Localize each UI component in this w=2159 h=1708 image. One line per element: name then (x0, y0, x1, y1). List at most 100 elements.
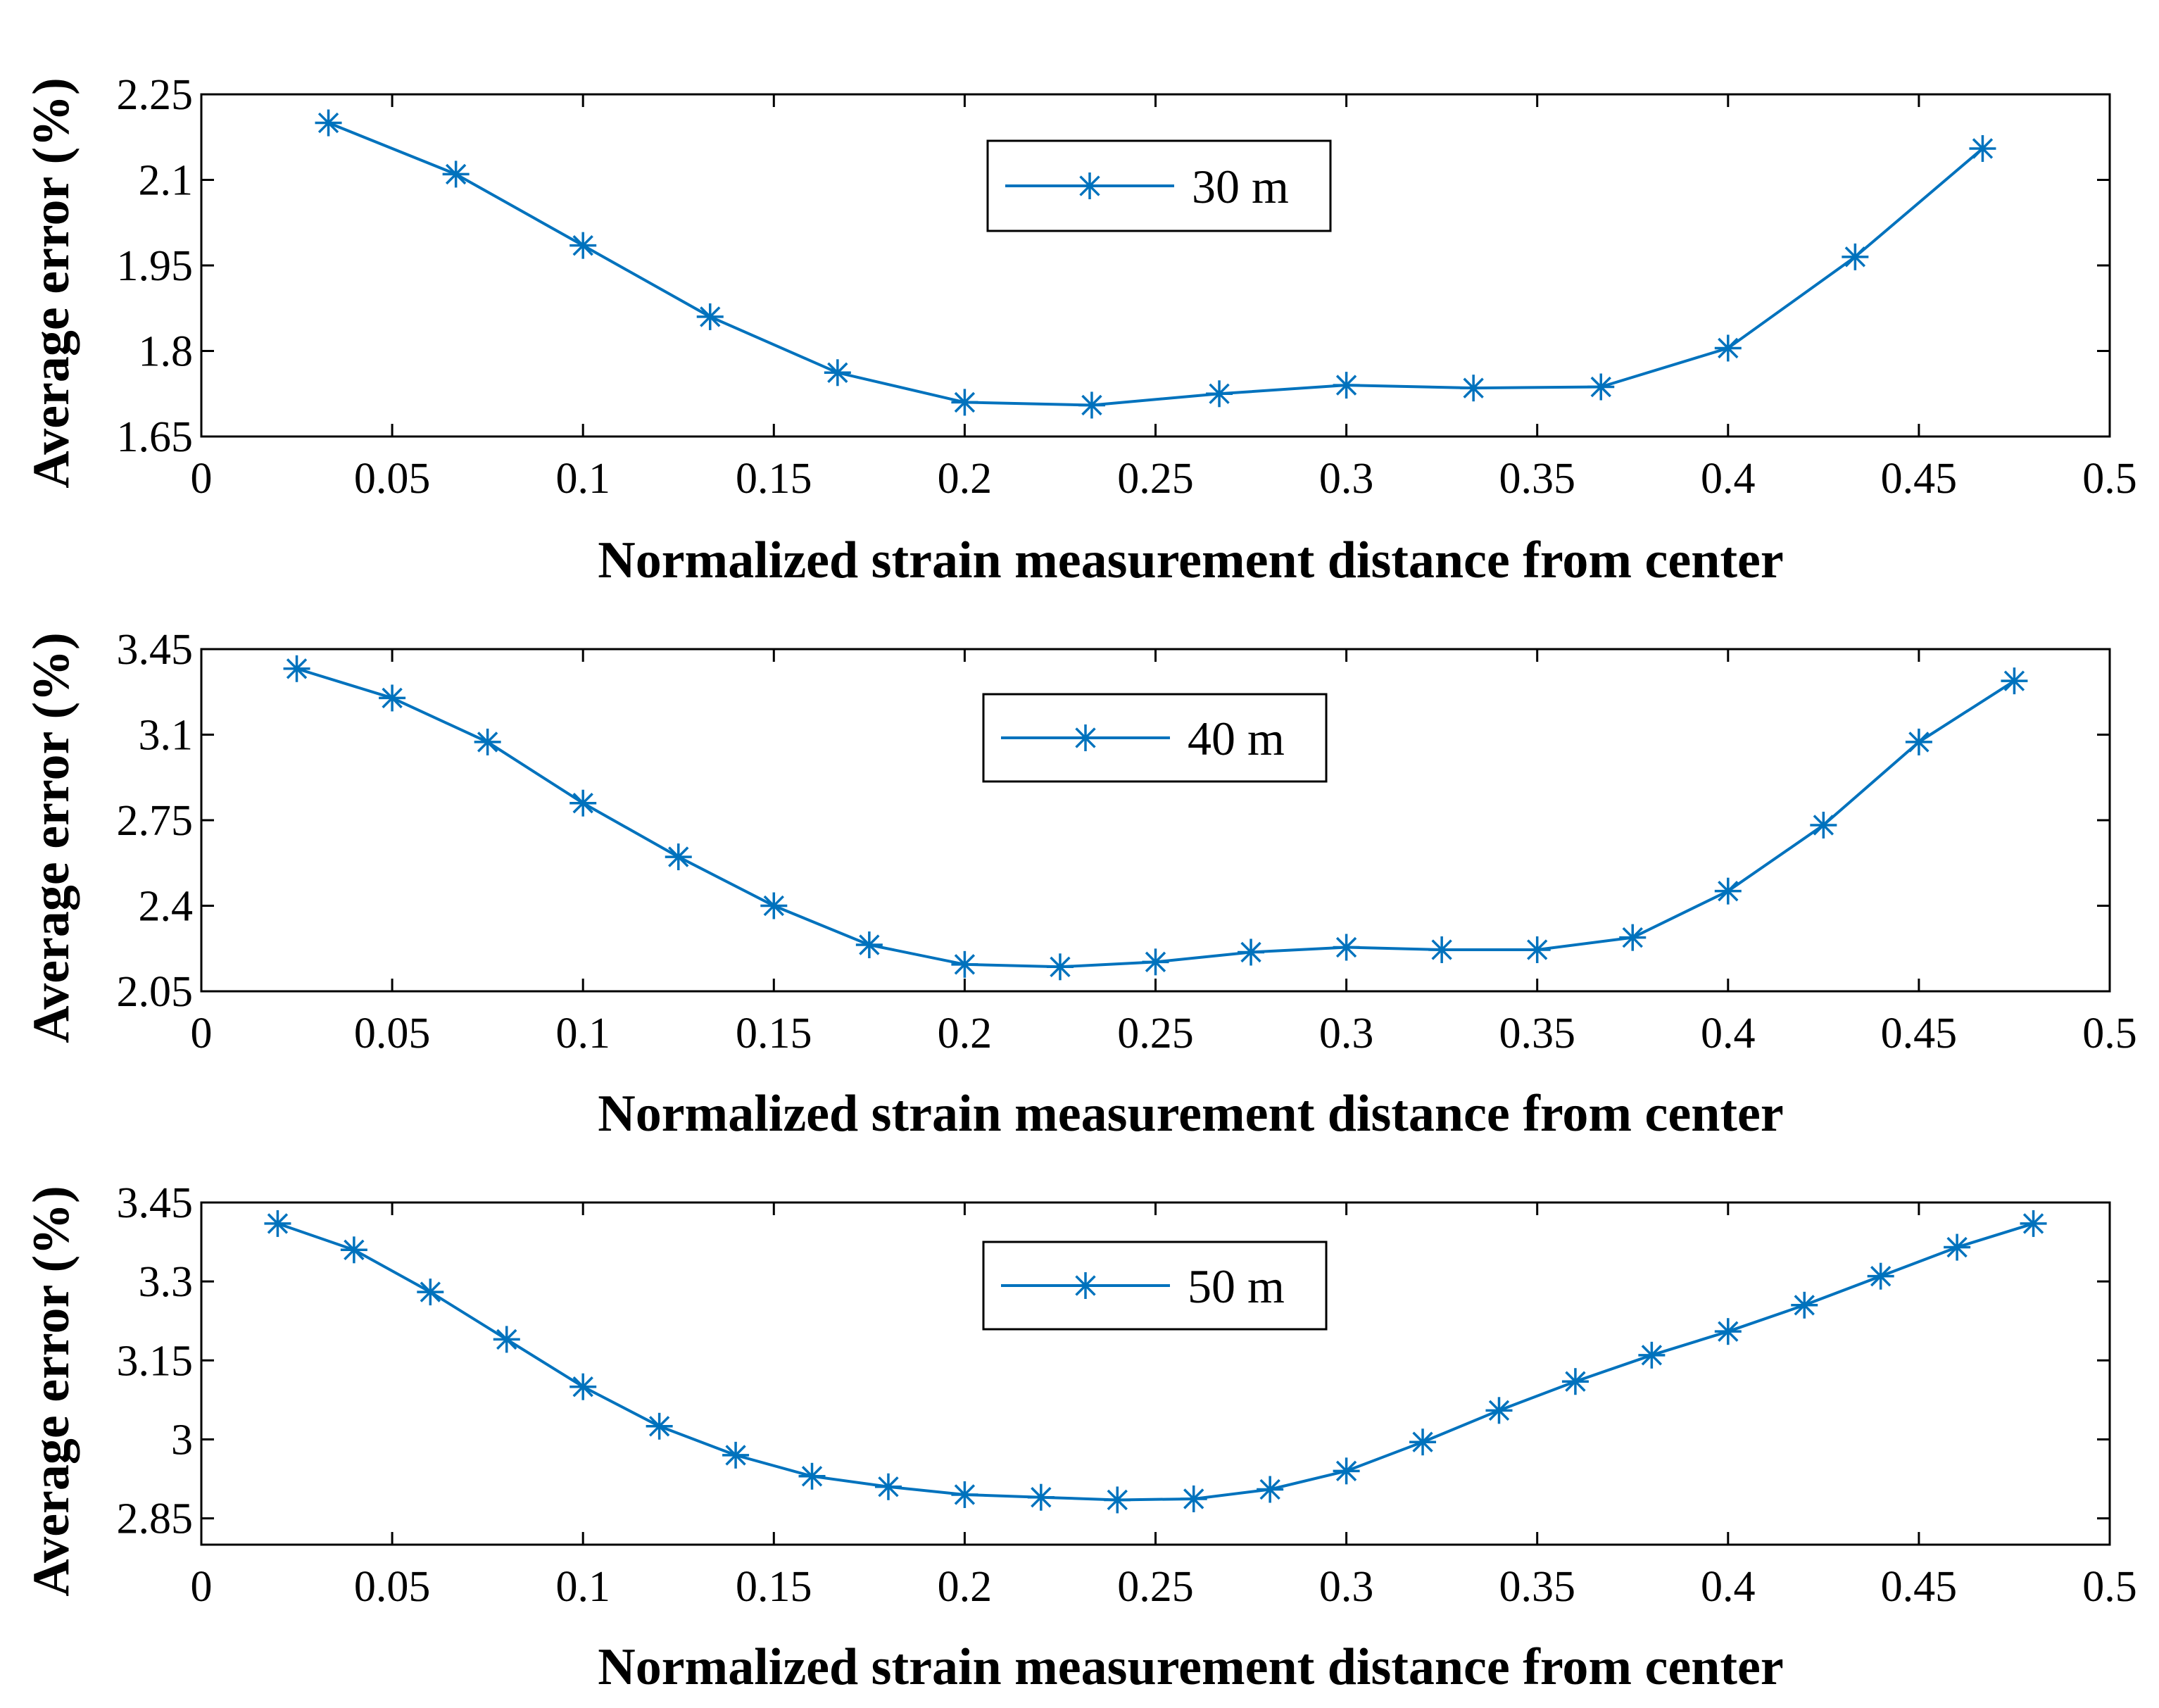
data-point (493, 1326, 520, 1353)
y-tick-label: 1.65 (117, 413, 194, 461)
x-tick-label: 0.3 (1319, 1010, 1374, 1057)
data-point (824, 359, 851, 387)
data-point (1714, 1318, 1742, 1345)
y-tick-label: 1.95 (117, 242, 194, 290)
data-point (1810, 811, 1837, 839)
x-tick-label: 0.2 (938, 1010, 993, 1057)
data-point (1046, 953, 1074, 981)
y-axis-label: Average error (%) (23, 632, 80, 1043)
y-tick-label: 3 (171, 1416, 193, 1464)
x-tick-label: 0.5 (2082, 455, 2137, 503)
x-axis-label: Normalized strain measurement distance f… (598, 1638, 1783, 1696)
y-tick-label: 2.4 (139, 883, 194, 931)
data-point (569, 789, 597, 817)
data-point (696, 303, 724, 330)
data-point (1842, 243, 1869, 270)
data-point (1867, 1262, 1894, 1290)
data-point (798, 1462, 826, 1490)
legend-label: 30 m (1192, 160, 1289, 213)
data-point (951, 950, 978, 978)
y-tick-label: 3.15 (117, 1337, 194, 1385)
data-point (646, 1412, 673, 1440)
x-tick-label: 0 (191, 1010, 213, 1057)
x-tick-label: 0.35 (1499, 1010, 1575, 1057)
y-tick-label: 3.1 (139, 712, 194, 760)
data-point (379, 684, 406, 712)
chart-panel-3: 0 0.05 0.1 0.15 0.2 0.25 0.3 0.35 0.4 0.45 0.5 2.85… (23, 1179, 2137, 1696)
x-tick-label: 0.05 (354, 455, 431, 503)
data-point (264, 1210, 291, 1237)
data-point (951, 1481, 978, 1508)
legend: 30 m (986, 139, 1332, 232)
x-axis-label: Normalized strain measurement distance f… (598, 532, 1783, 589)
data-point (1333, 934, 1360, 961)
legend: 50 m (982, 1241, 1328, 1331)
legend-marker (1076, 172, 1103, 199)
data-point (1905, 728, 1932, 755)
data-point (1969, 134, 1996, 162)
data-point (1428, 936, 1456, 963)
chart-panel-1: 0 0.05 0.1 0.15 0.2 0.25 0.3 0.35 0.4 0.45 0.5 1.65… (23, 71, 2137, 589)
data-point (1104, 1486, 1131, 1514)
x-tick-label: 0.4 (1701, 1010, 1756, 1057)
data-point (1714, 334, 1742, 362)
data-point (1485, 1397, 1513, 1424)
x-tick-label: 0.5 (2082, 1010, 2137, 1057)
x-tick-label: 0.5 (2082, 1563, 2137, 1611)
x-tick-label: 0 (191, 455, 213, 503)
data-point (1944, 1233, 1971, 1261)
data-point (951, 389, 978, 416)
data-point (855, 931, 883, 959)
x-tick-label: 0.45 (1881, 455, 1958, 503)
data-point (1791, 1291, 1818, 1319)
data-point (1257, 1476, 1284, 1503)
x-tick-label: 0.2 (938, 455, 993, 503)
y-tick-label: 2.25 (117, 71, 194, 119)
x-tick-label: 0.35 (1499, 1563, 1575, 1611)
series-line-30m (327, 121, 1984, 407)
data-point (1409, 1428, 1437, 1456)
data-point (1460, 375, 1487, 402)
data-point (1180, 1485, 1207, 1512)
x-tick-label: 0.05 (354, 1563, 431, 1611)
data-point (1206, 380, 1233, 408)
y-tick-label: 2.75 (117, 797, 194, 845)
y-tick-label: 2.1 (139, 157, 194, 205)
x-tick-label: 0.45 (1881, 1563, 1958, 1611)
x-tick-label: 0.1 (555, 455, 610, 503)
data-point (1523, 936, 1551, 963)
data-point (1142, 948, 1169, 976)
y-tick-label: 3.45 (117, 1179, 194, 1227)
data-point (1078, 391, 1105, 419)
chart-panel-2: 0 0.05 0.1 0.15 0.2 0.25 0.3 0.35 0.4 0.45 0.5 2.05… (23, 626, 2137, 1143)
legend-marker (1072, 1272, 1099, 1299)
data-point (874, 1473, 902, 1500)
x-tick-label: 0 (191, 1563, 213, 1611)
y-tick-label: 3.45 (117, 626, 194, 674)
data-point (283, 655, 310, 682)
data-point (1619, 924, 1647, 951)
data-point (569, 1373, 597, 1400)
x-tick-label: 0.15 (736, 1010, 812, 1057)
legend-label: 50 m (1188, 1260, 1285, 1313)
x-axis-label: Normalized strain measurement distance f… (598, 1085, 1783, 1143)
x-tick-label: 0.15 (736, 1563, 812, 1611)
data-point (2020, 1210, 2047, 1237)
data-point (2001, 667, 2028, 695)
data-point (1333, 1457, 1360, 1485)
legend-marker (1072, 724, 1099, 751)
legend-label: 40 m (1188, 712, 1285, 765)
x-tick-label: 0.25 (1117, 1010, 1194, 1057)
x-tick-label: 0.35 (1499, 455, 1575, 503)
x-tick-label: 0.3 (1319, 455, 1374, 503)
x-tick-label: 0.1 (555, 1010, 610, 1057)
data-point (1333, 372, 1360, 399)
y-tick-label: 2.85 (117, 1495, 194, 1543)
series-line-50m (277, 1222, 2034, 1502)
data-point (1638, 1341, 1666, 1369)
x-tick-label: 0.05 (354, 1010, 431, 1057)
data-point (1238, 938, 1265, 966)
legend: 40 m (982, 693, 1328, 783)
data-point (1027, 1483, 1055, 1511)
x-tick-label: 0.15 (736, 455, 812, 503)
